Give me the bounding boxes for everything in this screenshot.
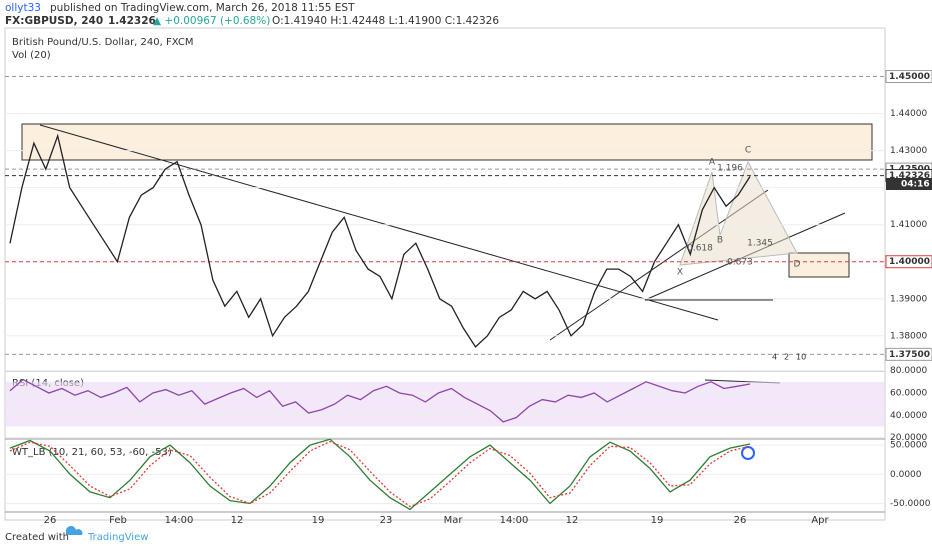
wt-title: WT_LB (10, 21, 60, 53, -60, -53): [12, 447, 172, 458]
y-tick-label: 1.41000: [890, 220, 927, 230]
pattern-label: D: [794, 260, 801, 270]
author[interactable]: ollyt33: [5, 2, 41, 14]
flag-label: 2: [784, 353, 789, 362]
series-line: [9, 438, 751, 511]
x-tick-label: 23: [380, 515, 393, 526]
flag-label: 10: [796, 353, 806, 362]
y-tick-label: 1.43000: [890, 146, 927, 156]
y-tick-label: 20.0000: [890, 433, 927, 443]
x-tick-label: 19: [312, 515, 325, 526]
chart-title: British Pound/U.S. Dollar, 240, FXCM: [12, 37, 193, 48]
published: published on TradingView.com, March 26, …: [50, 2, 355, 14]
symbol: FX:GBPUSD, 240: [5, 15, 103, 27]
y-tick-label: -50.0000: [890, 499, 931, 509]
y-tick-label: 0.0000: [890, 470, 922, 480]
y-tick-label: 80.0000: [890, 366, 927, 376]
x-tick-label: 19: [651, 515, 664, 526]
x-tick-label: 26: [734, 515, 747, 526]
trendline: [39, 124, 719, 321]
pattern-label: 0.618: [687, 244, 713, 254]
change: ▲ +0.00967 (+0.68%): [153, 15, 270, 27]
x-tick-label: 26: [44, 515, 57, 526]
footer-created: Created with: [5, 532, 69, 543]
level-label: 1.45000: [889, 72, 930, 82]
x-tick-label: 14:00: [165, 515, 194, 526]
series-line: [9, 378, 751, 423]
countdown-tag: [886, 178, 932, 190]
y-tick-label: 60.0000: [890, 388, 927, 398]
level-label: 1.42326: [889, 171, 930, 181]
ohlc: O:1.41940 H:1.42448 L:1.41900 C:1.42326: [272, 15, 499, 27]
footer-brand[interactable]: TradingView: [87, 532, 148, 543]
x-tick-label: 14:00: [500, 515, 529, 526]
series-line: [9, 133, 751, 348]
y-tick-label: 1.44000: [890, 109, 927, 119]
target-zone: [788, 252, 850, 278]
level-tag: [885, 255, 932, 269]
level-tag: [885, 70, 932, 84]
pattern-label: 0.873: [727, 258, 753, 268]
countdown: 04:16: [901, 180, 930, 190]
supply-zone: [21, 123, 873, 161]
pattern-label: B: [717, 236, 723, 246]
rsi-band: [5, 381, 885, 427]
flag-label: 4: [772, 353, 777, 362]
x-tick-label: 12: [231, 515, 244, 526]
y-tick-label: 1.39000: [890, 294, 927, 304]
last: 1.42326: [108, 15, 156, 27]
x-tick-label: Apr: [811, 515, 829, 526]
pattern-label: 1.196: [717, 164, 743, 174]
chart-frame: [4, 27, 886, 521]
pattern-label: X: [677, 268, 683, 278]
y-tick-label: 40.0000: [890, 411, 927, 421]
volume-label: Vol (20): [12, 50, 51, 61]
tv-logo: [65, 525, 83, 535]
x-tick-label: Mar: [444, 515, 464, 526]
level-label: 1.37500: [889, 350, 930, 360]
y-tick-label: 1.38000: [890, 331, 927, 341]
y-tick-label: 50.0000: [890, 441, 927, 451]
x-tick-label: 12: [566, 515, 579, 526]
pattern-label: C: [745, 146, 751, 156]
x-tick-label: Feb: [109, 515, 127, 526]
pattern-label: A: [709, 158, 716, 168]
level-tag: [885, 347, 932, 361]
pattern-label: 1.345: [747, 239, 773, 249]
level-label: 1.40000: [889, 257, 930, 267]
